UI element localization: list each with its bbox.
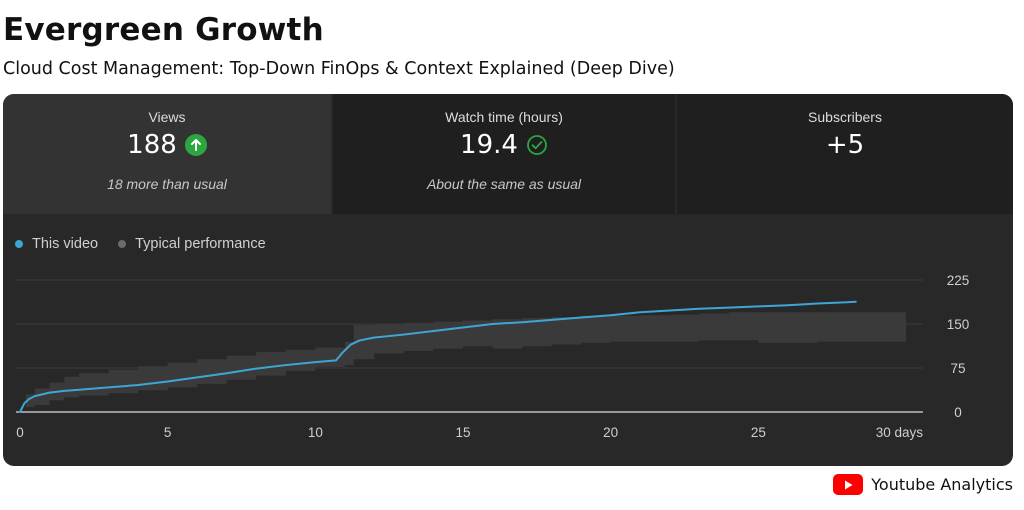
metric-watch-time-value: 19.4 <box>460 130 518 160</box>
y-tick-label: 225 <box>947 273 970 288</box>
legend-dot-typical <box>118 240 127 248</box>
legend-dot-this-video <box>15 240 23 248</box>
metric-subscribers-label: Subscribers <box>808 109 882 125</box>
metric-views-label: Views <box>148 109 186 125</box>
check-circle-icon <box>526 134 548 156</box>
page-subtitle: Cloud Cost Management: Top-Down FinOps &… <box>3 59 675 79</box>
this-video-line <box>19 300 857 413</box>
metric-views-card[interactable]: Views 188 18 more than usual <box>3 94 331 214</box>
x-tick-label: 10 <box>308 425 323 440</box>
metric-watch-time-label: Watch time (hours) <box>445 109 563 125</box>
metric-watch-time-card[interactable]: Watch time (hours) 19.4 About the same a… <box>331 94 675 214</box>
legend-label-this-video: This video <box>32 236 99 252</box>
x-tick-label: 0 <box>16 425 24 440</box>
legend-item-typical: Typical performance <box>118 236 266 252</box>
metric-views-value: 188 <box>127 130 177 160</box>
brand: Youtube Analytics <box>833 474 1013 495</box>
metric-watch-time-note: About the same as usual <box>426 176 582 192</box>
x-tick-label: 20 <box>603 425 618 440</box>
y-tick-label: 75 <box>950 361 965 376</box>
arrow-up-icon <box>184 134 207 156</box>
legend-label-typical: Typical performance <box>135 236 266 252</box>
performance-chart: 0 75 150 225 0 5 10 15 20 25 30 days <box>16 273 970 440</box>
brand-label: Youtube Analytics <box>871 475 1013 494</box>
x-tick-label: 30 days <box>876 425 924 440</box>
metric-subscribers-value: +5 <box>825 130 865 160</box>
y-tick-label: 0 <box>954 405 962 420</box>
typical-performance-band <box>20 312 906 412</box>
x-tick-label: 25 <box>751 425 766 440</box>
analytics-panel: Views 188 18 more than usual Watch time … <box>3 94 1013 466</box>
y-tick-label: 150 <box>947 317 970 332</box>
youtube-icon <box>833 474 864 495</box>
x-tick-label: 15 <box>455 425 470 440</box>
metrics-row: Views 188 18 more than usual Watch time … <box>3 94 1013 214</box>
x-tick-label: 5 <box>164 425 172 440</box>
metric-subscribers-card[interactable]: Subscribers +5 <box>675 94 1013 214</box>
metric-views-note: 18 more than usual <box>107 176 227 192</box>
chart-legend: This video Typical performance <box>15 236 266 252</box>
page-title: Evergreen Growth <box>3 12 324 48</box>
legend-item-this-video: This video <box>15 236 98 252</box>
